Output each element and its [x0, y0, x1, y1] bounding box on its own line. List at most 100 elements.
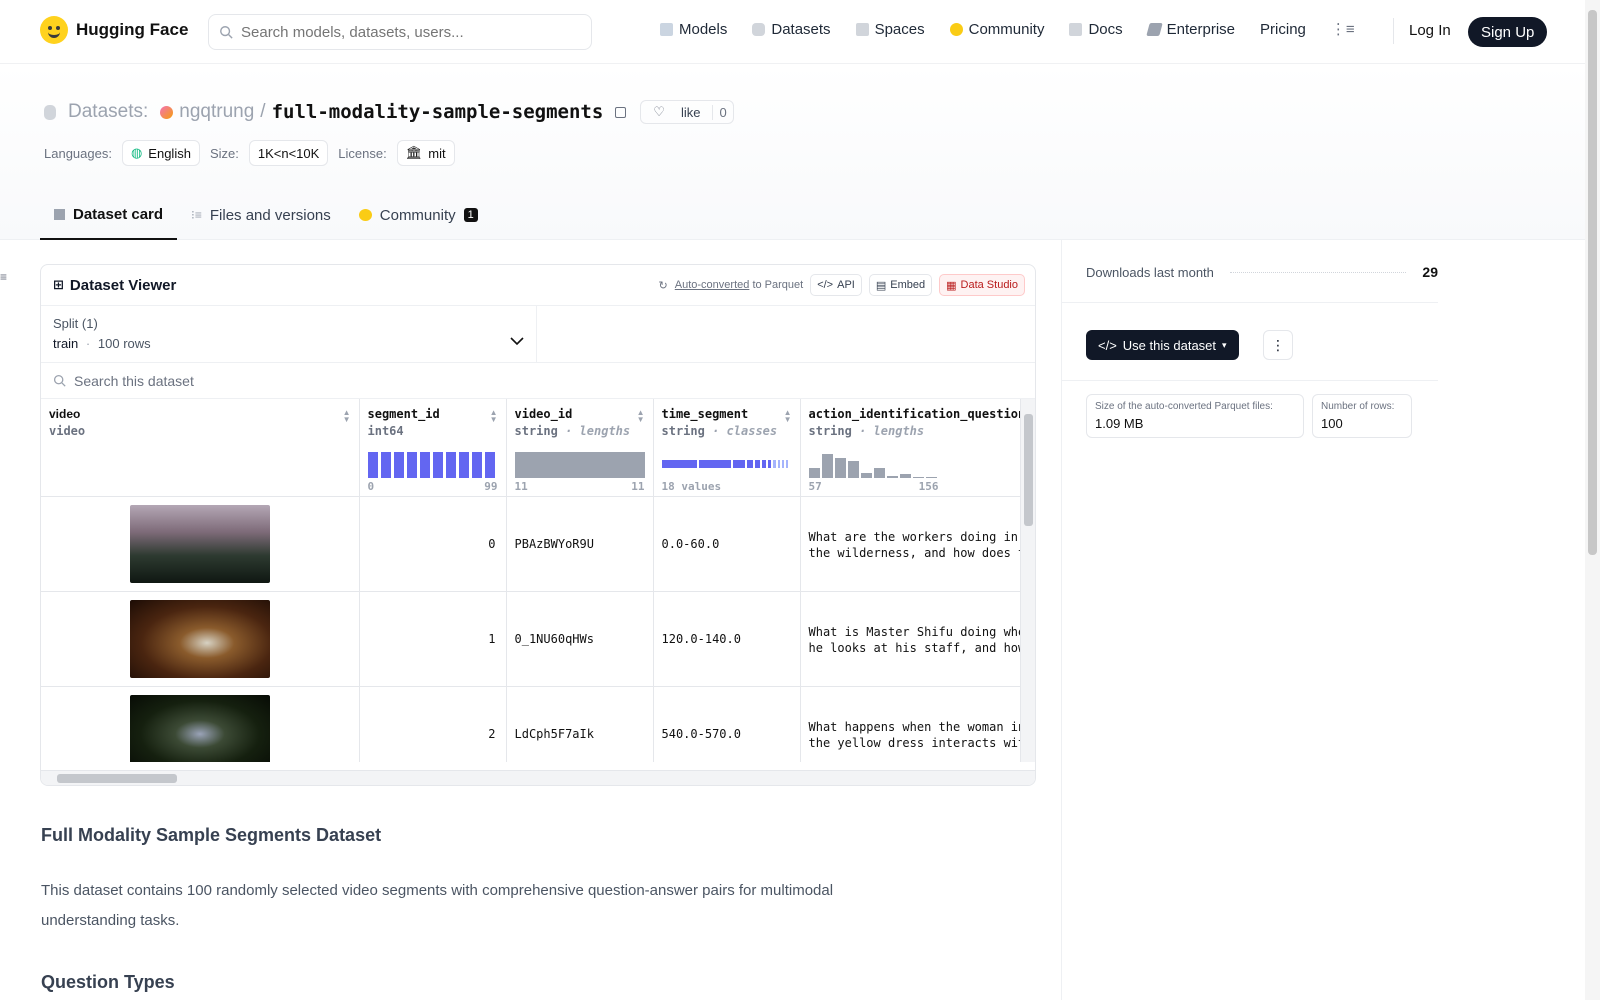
- auto-converted-link[interactable]: Auto-converted: [674, 279, 750, 291]
- split-label: Split (1): [53, 316, 98, 331]
- files-icon: ⁝≡: [191, 208, 202, 222]
- split-dot: ·: [85, 336, 91, 351]
- docs-icon: [1069, 22, 1083, 36]
- parquet-size-stat: Size of the auto-converted Parquet files…: [1086, 394, 1304, 438]
- page-scrollbar[interactable]: [1585, 0, 1600, 1000]
- nav-divider: [1393, 18, 1394, 44]
- global-search-input[interactable]: [241, 23, 571, 41]
- tab-community[interactable]: Community 1: [345, 190, 492, 240]
- range-max: 99: [484, 480, 498, 493]
- heart-icon: ♡: [653, 104, 665, 119]
- tab-dataset-card[interactable]: Dataset card: [40, 190, 178, 240]
- sort-icon[interactable]: ▲ ▼: [489, 408, 498, 424]
- sort-icon[interactable]: ▲ ▼: [783, 408, 792, 424]
- brand-logo[interactable]: Hugging Face: [40, 16, 188, 44]
- spaces-icon: [855, 22, 869, 36]
- right-sidebar: Downloads last month 29 </> Use this dat…: [1061, 240, 1585, 1000]
- downloads-stat: Downloads last month 29: [1086, 264, 1438, 280]
- nav-spaces[interactable]: Spaces: [855, 21, 925, 38]
- embed-icon: ▤: [875, 279, 887, 292]
- like-count: 0: [712, 104, 732, 120]
- language-tag[interactable]: ◍ English: [121, 140, 200, 166]
- nav-pricing[interactable]: Pricing: [1260, 20, 1306, 38]
- table-row: 0 PBAzBWYoR9U 0.0-60.0 What are the work…: [41, 496, 1035, 592]
- size-label: Size:: [209, 145, 239, 161]
- segment-id-cell: 1: [359, 591, 507, 687]
- table-icon: ⊞: [53, 277, 64, 292]
- size-tag[interactable]: 1K<n<10K: [248, 140, 329, 166]
- repo-tags: Languages: ◍ English Size: 1K<n<10K Licen…: [44, 140, 455, 166]
- range-max: 11: [631, 480, 645, 493]
- sort-icon[interactable]: ▲ ▼: [342, 408, 351, 424]
- video-thumbnail[interactable]: [129, 504, 270, 583]
- repo-header: Datasets: ngqtrung / full-modality-sampl…: [0, 64, 1585, 240]
- nav-datasets[interactable]: Datasets: [752, 21, 831, 38]
- top-navigation: Hugging Face Models Datasets Spaces Comm…: [0, 0, 1585, 64]
- video-cell: [41, 686, 360, 762]
- video-id-cell: PBAzBWYoR9U: [506, 496, 654, 592]
- column-header-video[interactable]: video video ▲ ▼: [41, 399, 360, 497]
- range-min: 0: [367, 480, 375, 493]
- api-button[interactable]: </> API: [810, 274, 862, 296]
- vertical-scrollbar[interactable]: [1020, 399, 1035, 762]
- question-cell: What happens when the woman in the yellow…: [800, 686, 1035, 762]
- column-header-action-identification-question[interactable]: action_identification_question string · …: [800, 399, 1035, 497]
- time-segment-cell: 120.0-140.0: [653, 591, 801, 687]
- column-header-segment-id[interactable]: segment_id int64 ▲ ▼ 0 99: [359, 399, 507, 497]
- segment-id-histogram: [367, 450, 498, 478]
- hugging-face-logo-icon: [40, 16, 68, 44]
- more-options-button[interactable]: ⋮: [1263, 330, 1293, 360]
- range-min: 57: [808, 480, 822, 493]
- dataset-search-input[interactable]: Search this dataset: [74, 372, 194, 389]
- split-rows: 100 rows: [97, 336, 151, 351]
- nav-docs[interactable]: Docs: [1069, 21, 1123, 38]
- segment-id-cell: 2: [359, 686, 507, 762]
- signup-button[interactable]: Sign Up: [1468, 17, 1548, 47]
- range-min: 11: [514, 480, 528, 493]
- community-icon: [358, 209, 372, 221]
- like-button[interactable]: ♡ like 0: [640, 100, 734, 124]
- login-link[interactable]: Log In: [1409, 22, 1451, 39]
- video-thumbnail[interactable]: [129, 694, 270, 762]
- refresh-icon: ↻: [658, 279, 668, 292]
- global-search[interactable]: [208, 14, 592, 50]
- nav-models[interactable]: Models: [660, 21, 727, 38]
- horizontal-scrollbar[interactable]: [41, 770, 1035, 785]
- languages-label: Languages:: [44, 145, 112, 161]
- use-this-dataset-button[interactable]: </> Use this dataset ▾: [1086, 330, 1239, 360]
- nav-enterprise[interactable]: Enterprise: [1145, 21, 1235, 38]
- sidebar-toggle-icon[interactable]: ≡: [0, 270, 8, 284]
- owner-avatar: [160, 105, 174, 119]
- card-description: This dataset contains 100 randomly selec…: [41, 882, 834, 929]
- license-tag[interactable]: 🏛 mit: [396, 140, 455, 166]
- nav-community[interactable]: Community: [949, 21, 1044, 38]
- bank-icon: 🏛: [405, 145, 423, 160]
- path-separator: /: [260, 101, 266, 122]
- dataset-search[interactable]: Search this dataset: [41, 363, 1035, 399]
- brand-name: Hugging Face: [76, 20, 189, 39]
- dataset-card-icon: [54, 208, 65, 220]
- split-name: train: [53, 336, 79, 351]
- downloads-label: Downloads last month: [1086, 264, 1214, 280]
- split-selector[interactable]: Split (1) train · 100 rows: [41, 306, 537, 362]
- video-thumbnail[interactable]: [129, 599, 270, 678]
- column-header-time-segment[interactable]: time_segment string · classes ▲ ▼ 18 valu…: [653, 399, 801, 497]
- owner-link[interactable]: ngqtrung: [179, 101, 255, 122]
- chevron-down-icon: ▾: [1222, 339, 1227, 350]
- time-segment-class-bar: [661, 450, 792, 478]
- parquet-note: to Parquet: [752, 279, 804, 291]
- time-segment-cell: 0.0-60.0: [653, 496, 801, 592]
- license-label: License:: [338, 145, 387, 161]
- code-icon: </>: [817, 279, 834, 291]
- sort-icon[interactable]: ▲ ▼: [636, 408, 645, 424]
- embed-button[interactable]: ▤ Embed: [868, 274, 933, 296]
- breadcrumb: Datasets: ngqtrung / full-modality-sampl…: [44, 100, 734, 124]
- more-menu-icon[interactable]: ⋮≡: [1330, 21, 1355, 38]
- tab-files-and-versions[interactable]: ⁝≡ Files and versions: [191, 206, 331, 224]
- data-studio-button[interactable]: ▦ Data Studio: [939, 274, 1025, 296]
- repo-name[interactable]: full-modality-sample-segments: [271, 101, 604, 123]
- column-header-video-id[interactable]: video_id string · lengths ▲ ▼ 11 11: [506, 399, 654, 497]
- range-max: 156: [918, 480, 939, 493]
- copy-icon[interactable]: [615, 106, 627, 118]
- downloads-count: 29: [1422, 264, 1438, 280]
